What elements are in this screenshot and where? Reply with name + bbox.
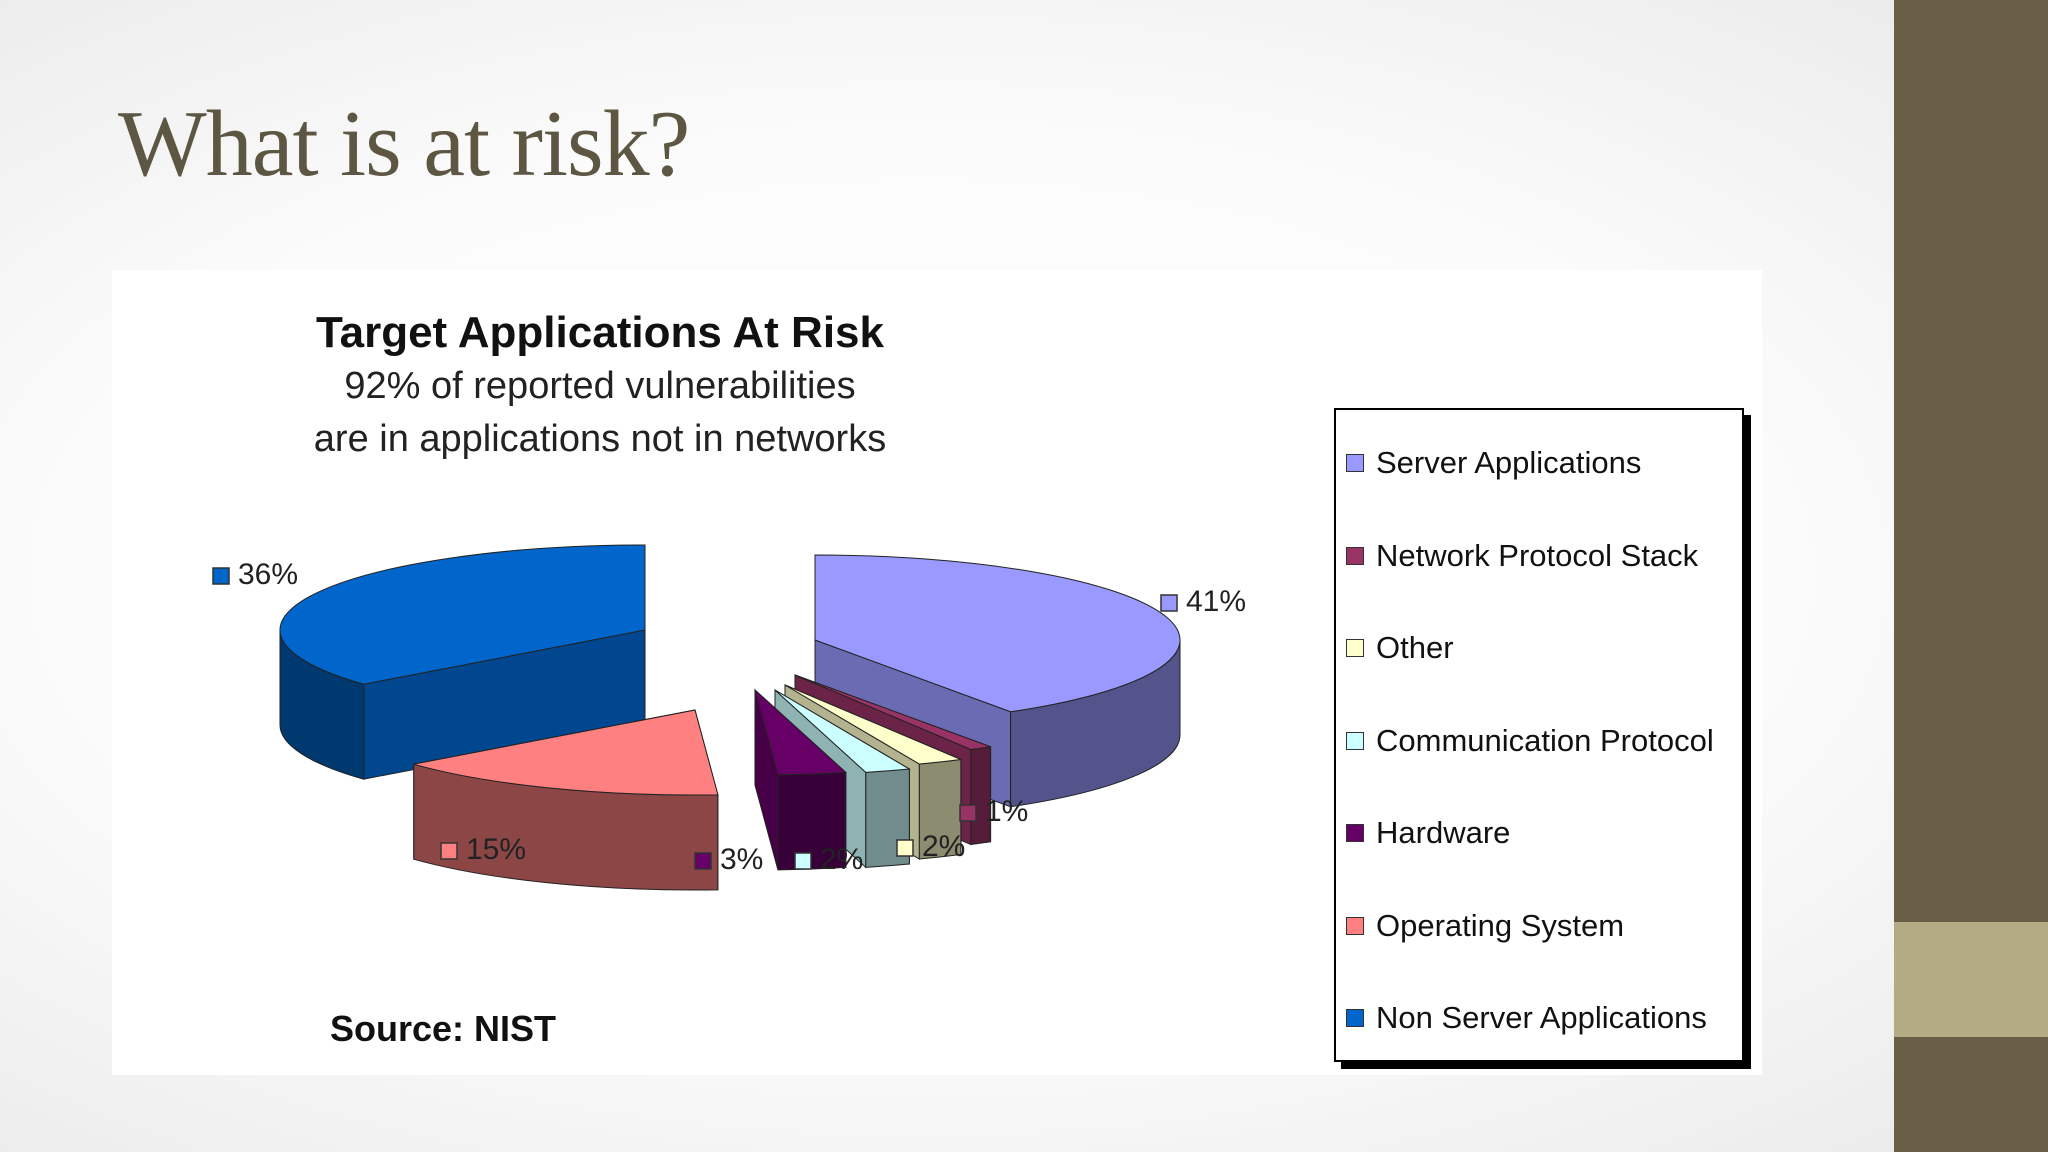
pie-slice-hardware: [754, 688, 847, 871]
data-label-network-protocol-stack: 1%: [959, 795, 1028, 828]
chart-subtitle-line-1: 92% of reported vulnerabilities: [344, 365, 856, 407]
pie-slice-operating-system: [413, 709, 719, 891]
data-label-server-applications: 41%: [1160, 585, 1246, 618]
legend-label: Communication Protocol: [1376, 722, 1714, 758]
svg-text:36%: 36%: [238, 558, 298, 591]
chart-legend: Server Applications Network Protocol Stac…: [1334, 408, 1744, 1062]
legend-swatch: [1346, 454, 1364, 472]
data-label-operating-system: 15%: [440, 833, 526, 866]
svg-text:1%: 1%: [985, 795, 1028, 828]
legend-label: Server Applications: [1376, 445, 1642, 480]
legend-item-operating-system: Operating System: [1346, 908, 1624, 944]
svg-text:3%: 3%: [720, 843, 763, 876]
legend-label: Operating System: [1376, 907, 1625, 943]
pie-chart: 41% 1% 2% 2% 3% 15% 36%: [212, 544, 1246, 891]
legend-item-communication-protocol: Communication Protocol: [1346, 723, 1714, 759]
legend-swatch: [1346, 546, 1364, 565]
svg-text:2%: 2%: [820, 843, 863, 876]
legend-swatch: [1346, 639, 1364, 657]
legend-item-hardware: Hardware: [1346, 815, 1510, 851]
data-label-hardware: 3%: [694, 843, 763, 876]
legend-swatch: [1346, 1009, 1364, 1027]
svg-text:41%: 41%: [1186, 585, 1246, 618]
side-accent: [1894, 922, 2048, 1037]
slide-title: What is at risk?: [118, 92, 690, 196]
legend-item-server-applications: Server Applications: [1346, 445, 1641, 481]
legend-swatch: [1346, 916, 1364, 935]
data-label-communication-protocol: 2%: [794, 843, 863, 876]
chart-subtitle-line-2: are in applications not in networks: [313, 418, 887, 460]
svg-text:2%: 2%: [922, 830, 965, 863]
legend-item-non-server-applications: Non Server Applications: [1346, 1000, 1707, 1036]
legend-item-network-protocol-stack: Network Protocol Stack: [1346, 538, 1698, 574]
svg-text:15%: 15%: [466, 833, 526, 866]
data-label-other: 2%: [896, 830, 965, 863]
slide: What is at risk? Target Applications At …: [118, 92, 1744, 1062]
legend-swatch: [1346, 824, 1364, 842]
legend-swatch: [1346, 731, 1364, 750]
legend-label: Other: [1376, 630, 1454, 665]
legend-label: Hardware: [1376, 815, 1511, 850]
chart-source: Source: NIST: [330, 1008, 557, 1049]
pie-slice-non-server-applications: [279, 544, 646, 780]
data-label-non-server-applications: 36%: [212, 558, 298, 591]
legend-label: Network Protocol Stack: [1376, 537, 1699, 573]
chart-title: Target Applications At Risk: [315, 308, 884, 357]
legend-label: Non Server Applications: [1376, 1000, 1707, 1035]
legend-item-other: Other: [1346, 630, 1454, 666]
